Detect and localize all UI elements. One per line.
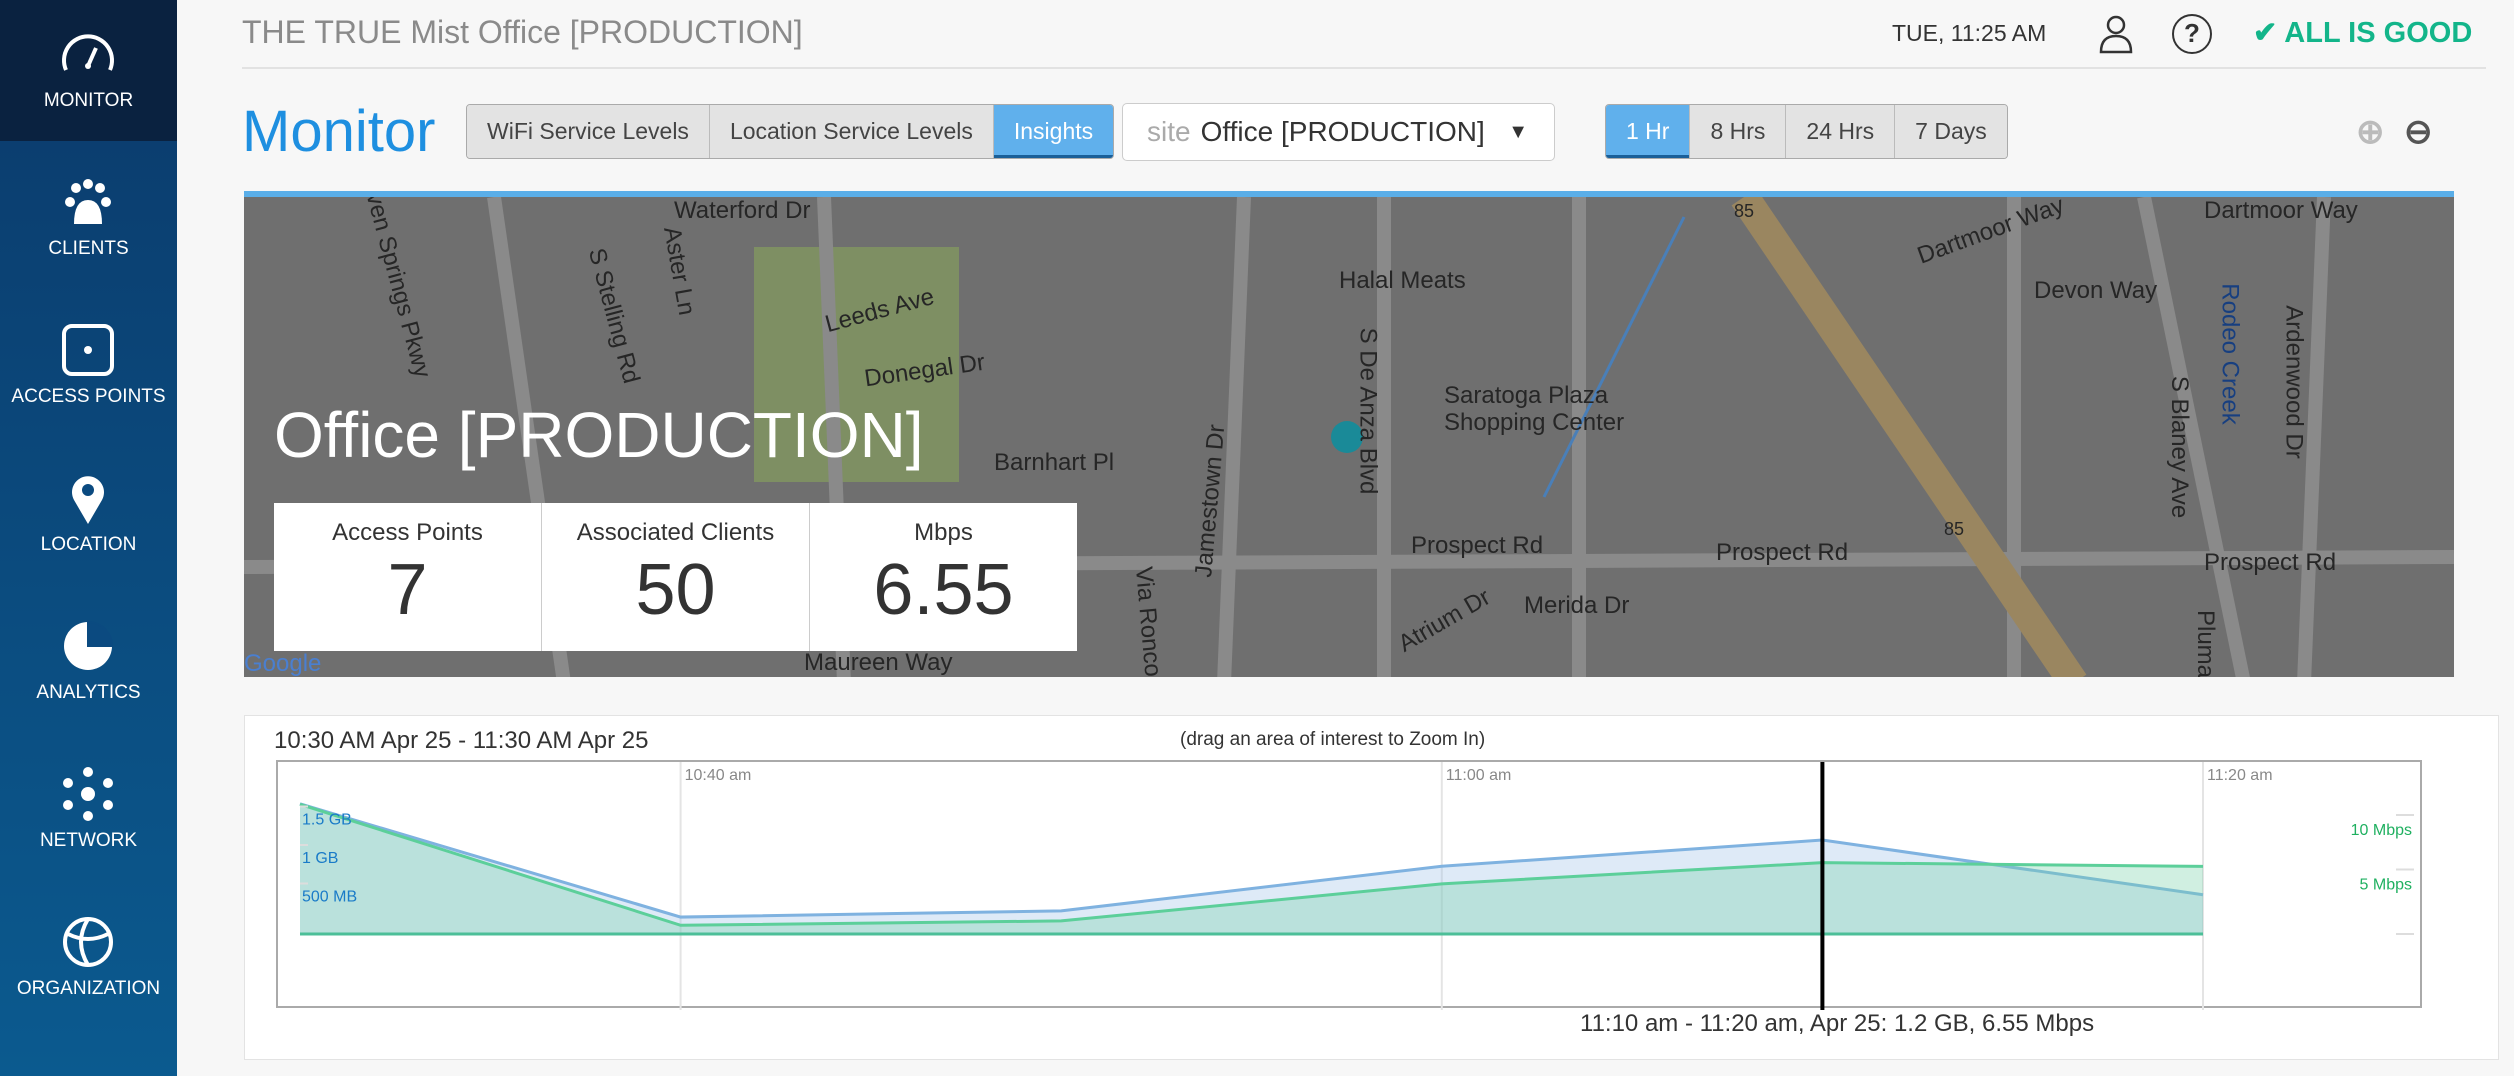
access-point-icon bbox=[62, 324, 114, 376]
map-label: S Blaney Ave bbox=[2166, 375, 2194, 519]
map-label: Maureen Way bbox=[804, 649, 953, 676]
nav-organization[interactable]: ORGANIZATION bbox=[0, 888, 177, 1036]
nav-network[interactable]: NETWORK bbox=[0, 740, 177, 888]
people-icon bbox=[65, 179, 111, 224]
nav-access-points[interactable]: ACCESS POINTS bbox=[0, 296, 177, 444]
pie-chart-icon bbox=[64, 620, 114, 670]
header-divider bbox=[242, 67, 2486, 69]
chart-plot-area[interactable]: 10:40 am 11:00 am 11:20 am 500 MB 1 GB 1.5 GB… bbox=[276, 760, 2424, 1010]
series-area-data bbox=[300, 803, 2203, 934]
map-label: Plumas Dr bbox=[2192, 609, 2220, 677]
page-title: Monitor bbox=[242, 99, 436, 164]
chart-time-range: 10:30 AM Apr 25 - 11:30 AM Apr 25 bbox=[274, 727, 649, 754]
sidebar: MONITOR CLIENTS ACCESS POINTS LOCATION A… bbox=[0, 0, 177, 1076]
left-tick-label: 1 GB bbox=[302, 850, 338, 867]
site-stats: Access Points 7 Associated Clients 50 Mbps… bbox=[274, 503, 1077, 651]
network-icon bbox=[63, 767, 113, 821]
site-select-value: Office [PRODUCTION] bbox=[1200, 116, 1485, 147]
nav-label: MONITOR bbox=[43, 90, 134, 111]
chart-hint: (drag an area of interest to Zoom In) bbox=[1180, 729, 1486, 750]
series-line-throughput bbox=[299, 802, 2204, 927]
google-logo: Google bbox=[244, 650, 322, 677]
nav-label: ANALYTICS bbox=[36, 682, 141, 703]
stat-value: 50 bbox=[635, 550, 716, 630]
stat-mbps: Mbps 6.55 bbox=[810, 503, 1077, 651]
status-text: ALL IS GOOD bbox=[2284, 17, 2473, 49]
series-area-throughput bbox=[300, 804, 2203, 934]
globe-icon bbox=[63, 917, 113, 967]
time-range: 1 Hr 8 Hrs 24 Hrs 7 Days bbox=[1605, 104, 2008, 159]
right-tick-label: 10 Mbps bbox=[2351, 822, 2412, 839]
stat-associated-clients[interactable]: Associated Clients 50 bbox=[542, 503, 810, 651]
check-icon: ✔ bbox=[2253, 17, 2285, 49]
help-button[interactable]: ? bbox=[2172, 14, 2212, 54]
range-7days[interactable]: 7 Days bbox=[1895, 105, 2007, 158]
map-label: Halal Meats bbox=[1339, 267, 1466, 294]
tab-insights[interactable]: Insights bbox=[993, 105, 1114, 158]
zoom-in-icon[interactable]: ⊕ bbox=[2356, 113, 2385, 151]
nav-label: LOCATION bbox=[40, 534, 137, 555]
map-roads bbox=[244, 197, 2454, 677]
x-tick-label: 11:00 am bbox=[1446, 767, 1512, 784]
stat-label: Access Points bbox=[332, 519, 483, 546]
stat-value: 7 bbox=[387, 550, 428, 630]
nav-analytics[interactable]: ANALYTICS bbox=[0, 592, 177, 740]
map-label: Prospect Rd bbox=[2204, 549, 2337, 576]
map-label: Prospect Rd bbox=[1716, 539, 1849, 566]
map-label: 85 bbox=[1944, 519, 1965, 539]
speedometer-icon bbox=[62, 34, 114, 71]
caret-down-icon: ▼ bbox=[1508, 121, 1528, 143]
nav-label: ACCESS POINTS bbox=[11, 386, 166, 407]
map-label: Rodeo Creek bbox=[2216, 283, 2244, 425]
map-label: Ardenwood Dr bbox=[2280, 305, 2308, 459]
tab-wifi-service-levels[interactable]: WiFi Service Levels bbox=[467, 105, 710, 158]
nav-location[interactable]: LOCATION bbox=[0, 444, 177, 592]
stat-label: Associated Clients bbox=[576, 519, 775, 546]
chart-tooltip: 11:10 am - 11:20 am, Apr 25: 1.2 GB, 6.5… bbox=[1580, 1010, 2095, 1037]
nav-monitor[interactable]: MONITOR bbox=[0, 0, 177, 141]
range-8hrs[interactable]: 8 Hrs bbox=[1690, 105, 1787, 158]
nav-label: CLIENTS bbox=[48, 238, 129, 259]
range-24hrs[interactable]: 24 Hrs bbox=[1786, 105, 1896, 158]
site-name: Office [PRODUCTION] bbox=[274, 399, 924, 471]
site-select[interactable]: site Office [PRODUCTION] ▼ bbox=[1122, 103, 1555, 161]
map-label: Saratoga Plaza bbox=[1444, 382, 1609, 409]
map-pin-icon bbox=[72, 476, 105, 524]
stat-access-points[interactable]: Access Points 7 bbox=[274, 503, 542, 651]
nav-label: NETWORK bbox=[39, 830, 138, 851]
site-select-label: site bbox=[1147, 116, 1191, 147]
right-tick-label: 5 Mbps bbox=[2360, 877, 2412, 894]
insights-chart-panel bbox=[244, 715, 2499, 1060]
left-tick-label: 500 MB bbox=[302, 889, 357, 906]
site-title: THE TRUE Mist Office [PRODUCTION] bbox=[242, 14, 803, 50]
map-label: Barnhart Pl bbox=[994, 449, 1115, 476]
nav-clients[interactable]: CLIENTS bbox=[0, 148, 177, 296]
map-label: Shopping Center bbox=[1444, 409, 1625, 436]
range-1hr[interactable]: 1 Hr bbox=[1606, 105, 1691, 158]
view-tabs: WiFi Service Levels Location Service Lev… bbox=[466, 104, 1115, 159]
map-label: Waterford Dr bbox=[674, 197, 811, 224]
stat-value: 6.55 bbox=[873, 550, 1014, 630]
map-label: Devon Way bbox=[2034, 277, 2158, 304]
tab-location-service-levels[interactable]: Location Service Levels bbox=[709, 105, 994, 158]
status-indicator: ✔ ALL IS GOOD bbox=[2253, 15, 2472, 50]
map-label: S De Anza Blvd bbox=[1354, 327, 1382, 495]
x-tick-label: 11:20 am bbox=[2207, 767, 2273, 784]
map-label: Dartmoor Way bbox=[2204, 197, 2358, 224]
nav-label: ORGANIZATION bbox=[16, 978, 161, 999]
usage-chart[interactable]: 10:40 am 11:00 am 11:20 am 500 MB 1 GB 1.5 GB… bbox=[278, 762, 2424, 1010]
map-label: Prospect Rd bbox=[1411, 532, 1544, 559]
series-line-data bbox=[299, 802, 2204, 919]
map-label: Merida Dr bbox=[1524, 592, 1630, 619]
x-tick-label: 10:40 am bbox=[685, 767, 752, 784]
map-label: 85 bbox=[1734, 201, 1755, 221]
left-tick-label: 1.5 GB bbox=[302, 812, 352, 829]
stat-label: Mbps bbox=[914, 519, 973, 546]
user-icon[interactable] bbox=[2098, 14, 2134, 54]
zoom-out-icon[interactable]: ⊖ bbox=[2404, 113, 2433, 151]
clock: TUE, 11:25 AM bbox=[1892, 20, 2047, 46]
